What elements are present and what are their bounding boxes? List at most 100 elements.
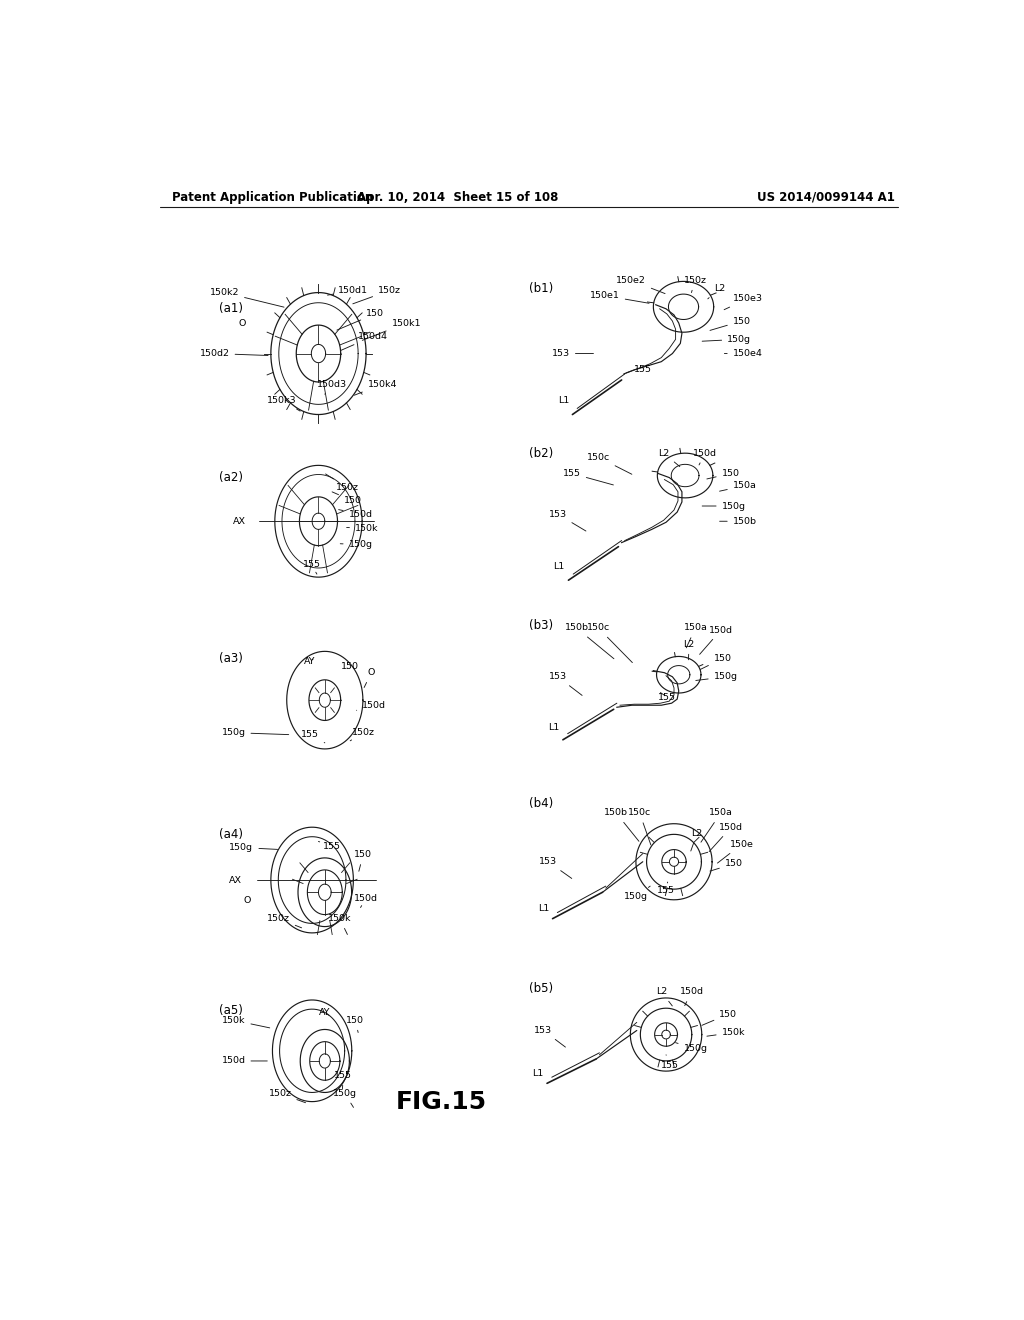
Text: (a5): (a5): [219, 1003, 243, 1016]
Text: O: O: [244, 896, 251, 906]
Text: 150c: 150c: [587, 453, 632, 474]
Text: 150k4: 150k4: [354, 380, 397, 395]
Text: 150d: 150d: [339, 510, 373, 519]
Text: (b3): (b3): [528, 619, 553, 632]
Text: 155: 155: [301, 730, 325, 743]
Text: 150g: 150g: [695, 672, 737, 681]
Text: 153: 153: [552, 348, 594, 358]
Text: (b4): (b4): [528, 797, 553, 810]
Text: O: O: [365, 668, 375, 688]
Text: 150d: 150d: [354, 894, 378, 907]
Text: 150c: 150c: [587, 623, 633, 663]
Text: 155: 155: [318, 841, 340, 851]
Text: AX: AX: [232, 516, 246, 525]
Text: Patent Application Publication: Patent Application Publication: [172, 190, 373, 203]
Text: FIG.15: FIG.15: [396, 1089, 487, 1114]
Text: (a3): (a3): [219, 652, 243, 665]
Text: 150: 150: [710, 859, 742, 871]
Text: 150b: 150b: [720, 516, 757, 525]
Text: 150: 150: [701, 1010, 737, 1026]
Text: 150g: 150g: [702, 335, 752, 343]
Text: 150g: 150g: [333, 1089, 356, 1107]
Text: 150d2: 150d2: [200, 348, 268, 358]
Text: 150a: 150a: [684, 623, 708, 648]
Text: 150k: 150k: [347, 524, 379, 533]
Text: 150a: 150a: [701, 808, 733, 842]
Text: 150d3: 150d3: [316, 380, 347, 395]
Text: 150e4: 150e4: [724, 348, 763, 358]
Text: (a4): (a4): [219, 828, 243, 841]
Text: L1: L1: [531, 1069, 543, 1077]
Text: 150g: 150g: [221, 729, 289, 737]
Text: 153: 153: [535, 1026, 565, 1047]
Text: 150z: 150z: [268, 1089, 305, 1102]
Text: 150e: 150e: [718, 840, 754, 863]
Text: 155: 155: [658, 693, 676, 702]
Text: L1: L1: [548, 723, 559, 733]
Text: 150g: 150g: [624, 886, 650, 900]
Text: 150z: 150z: [684, 276, 707, 293]
Text: 155: 155: [656, 882, 675, 895]
Text: 150d: 150d: [699, 626, 733, 655]
Text: 150: 150: [700, 653, 732, 669]
Text: 155: 155: [563, 469, 613, 484]
Text: Apr. 10, 2014  Sheet 15 of 108: Apr. 10, 2014 Sheet 15 of 108: [356, 190, 558, 203]
Text: (a1): (a1): [219, 302, 243, 315]
Text: 150z: 150z: [353, 286, 401, 304]
Text: 155: 155: [303, 561, 321, 574]
Text: 150: 150: [707, 469, 739, 479]
Text: L2: L2: [658, 449, 680, 466]
Text: US 2014/0099144 A1: US 2014/0099144 A1: [758, 190, 895, 203]
Text: 150g: 150g: [340, 540, 373, 549]
Text: (b2): (b2): [528, 446, 553, 459]
Text: L1: L1: [553, 562, 564, 572]
Text: 150d: 150d: [710, 822, 743, 851]
Text: L2: L2: [691, 829, 702, 851]
Text: 155: 155: [662, 1055, 679, 1069]
Text: 150d: 150d: [221, 1056, 267, 1065]
Text: 150k3: 150k3: [267, 396, 300, 411]
Text: 150d: 150d: [680, 987, 703, 1006]
Text: AX: AX: [228, 875, 242, 884]
Text: 150: 150: [346, 1016, 365, 1032]
Text: 150z: 150z: [267, 915, 302, 928]
Text: L1: L1: [539, 904, 550, 913]
Text: L2: L2: [684, 640, 694, 660]
Text: 150g: 150g: [702, 502, 745, 511]
Text: 150e1: 150e1: [590, 292, 649, 304]
Text: 150e2: 150e2: [616, 276, 665, 293]
Text: 150e3: 150e3: [724, 294, 763, 310]
Text: 150g: 150g: [676, 1043, 708, 1053]
Text: 150d4: 150d4: [341, 331, 388, 350]
Text: 150: 150: [332, 492, 361, 506]
Text: 150k1: 150k1: [362, 318, 421, 341]
Text: 153: 153: [549, 510, 586, 531]
Text: 150c: 150c: [628, 808, 651, 845]
Text: 150: 150: [710, 317, 751, 330]
Text: 150b: 150b: [564, 623, 614, 659]
Text: O: O: [238, 318, 246, 327]
Text: 150z: 150z: [350, 729, 375, 741]
Text: 150z: 150z: [326, 474, 359, 492]
Text: AY: AY: [318, 1007, 330, 1016]
Text: 150: 150: [341, 663, 358, 671]
Text: 150k2: 150k2: [210, 288, 284, 308]
Text: L2: L2: [708, 284, 725, 298]
Text: 150k: 150k: [222, 1016, 269, 1028]
Text: 150: 150: [337, 309, 384, 330]
Text: 150d: 150d: [693, 449, 717, 465]
Text: L1: L1: [558, 396, 569, 405]
Text: 155: 155: [334, 1071, 352, 1089]
Text: 150d1: 150d1: [328, 286, 369, 296]
Text: (b1): (b1): [528, 282, 553, 294]
Text: (a2): (a2): [219, 471, 243, 484]
Text: 150k: 150k: [328, 915, 351, 935]
Text: L2: L2: [655, 987, 673, 1006]
Text: (b5): (b5): [528, 982, 553, 995]
Text: 150k: 150k: [707, 1028, 745, 1038]
Text: 153: 153: [549, 672, 582, 696]
Text: 150a: 150a: [720, 482, 757, 491]
Text: 150: 150: [354, 850, 372, 871]
Text: 153: 153: [539, 857, 571, 878]
Text: 155: 155: [634, 366, 652, 375]
